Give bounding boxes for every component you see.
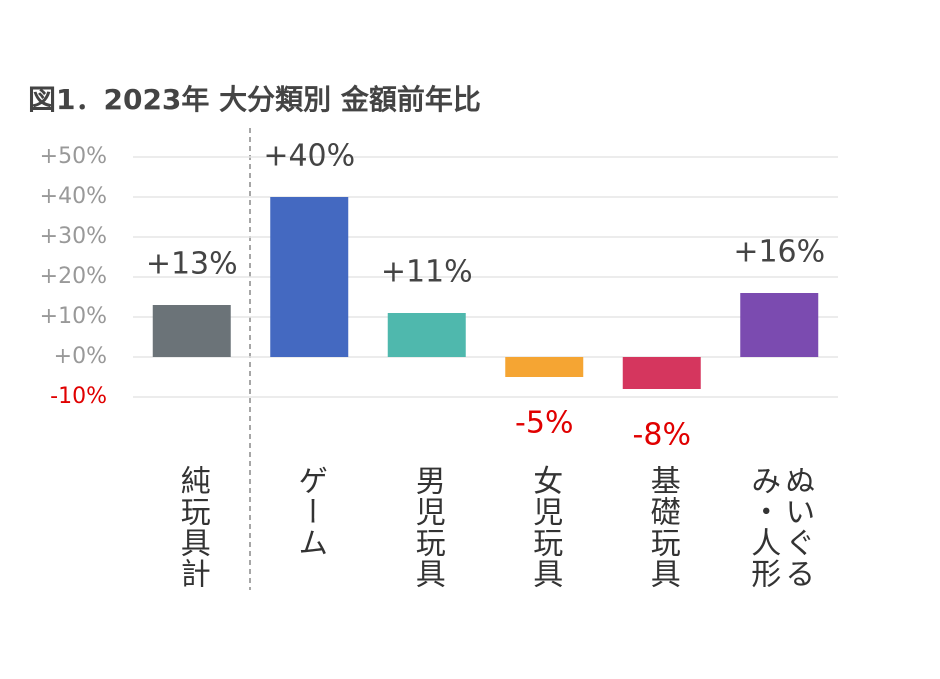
x-tick-label: ゲーム <box>292 465 328 558</box>
bar <box>505 357 584 377</box>
y-tick-label: +30% <box>40 224 107 249</box>
x-tick-label: 女児玩具 <box>527 465 563 589</box>
value-label: -8% <box>633 418 691 453</box>
bar <box>152 305 231 357</box>
value-label: +13% <box>146 247 238 282</box>
y-tick-label: +40% <box>40 184 107 209</box>
y-tick-label: +10% <box>40 304 107 329</box>
y-tick-label: +20% <box>40 264 107 289</box>
bar <box>270 197 349 357</box>
bar <box>740 293 819 357</box>
x-tick-label: ぬいぐるみ・人形 <box>745 465 815 589</box>
bar <box>622 357 701 389</box>
y-tick-label: -10% <box>50 384 107 409</box>
value-label: +11% <box>381 255 473 290</box>
bar <box>387 313 466 357</box>
x-tick-label: 基礎玩具 <box>644 465 680 589</box>
x-tick-label: 純玩具計 <box>174 465 210 589</box>
value-label: -5% <box>515 406 573 441</box>
y-tick-label: +50% <box>40 144 107 169</box>
y-tick-label: +0% <box>54 344 107 369</box>
value-label: +40% <box>263 139 355 174</box>
x-tick-label: 男児玩具 <box>409 465 445 589</box>
chart-title: 図1．2023年 大分類別 金額前年比 <box>28 83 481 116</box>
value-label: +16% <box>733 235 825 270</box>
